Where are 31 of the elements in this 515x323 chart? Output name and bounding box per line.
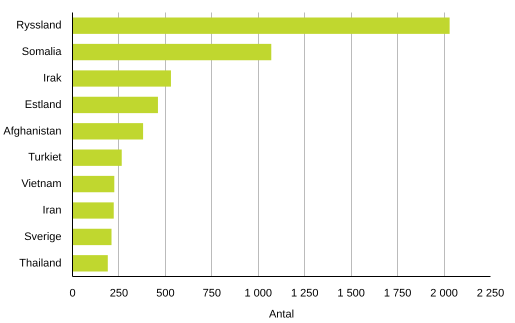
bar <box>72 70 171 87</box>
bar <box>72 202 114 219</box>
bar <box>72 150 122 166</box>
y-tick-label: Estland <box>24 98 62 111</box>
y-tick-label: Sverige <box>24 230 62 243</box>
bar <box>72 18 450 34</box>
y-tick-label: Turkiet <box>28 152 62 164</box>
y-tick-label: Thailand <box>19 257 62 270</box>
bar <box>72 123 144 140</box>
y-tick-label: Iran <box>42 204 62 216</box>
x-tick-label: 1 500 <box>337 288 365 300</box>
bar <box>72 228 112 246</box>
y-tick-label: Vietnam <box>21 178 62 190</box>
x-tick-label: 250 <box>110 288 128 300</box>
y-tick-label: Somalia <box>22 46 62 58</box>
x-axis-title: Antal <box>268 308 294 320</box>
y-tick-label: Ryssland <box>16 20 62 32</box>
x-tick-label: 2 250 <box>476 288 504 300</box>
bar <box>72 255 108 272</box>
x-tick-label: 500 <box>156 288 175 300</box>
bar <box>72 44 272 60</box>
y-tick-label: Irak <box>43 72 62 84</box>
x-tick-label: 2 000 <box>430 288 458 300</box>
x-tick-label: 1 750 <box>384 288 412 300</box>
x-tick-label: 0 <box>69 288 76 300</box>
x-tick-label: 1 250 <box>290 288 318 300</box>
bar <box>72 96 158 114</box>
x-tick-label: 750 <box>202 288 222 300</box>
x-tick-label: 1 000 <box>244 288 272 300</box>
y-tick-label: Afghanistan <box>3 125 62 138</box>
bar <box>72 176 114 192</box>
